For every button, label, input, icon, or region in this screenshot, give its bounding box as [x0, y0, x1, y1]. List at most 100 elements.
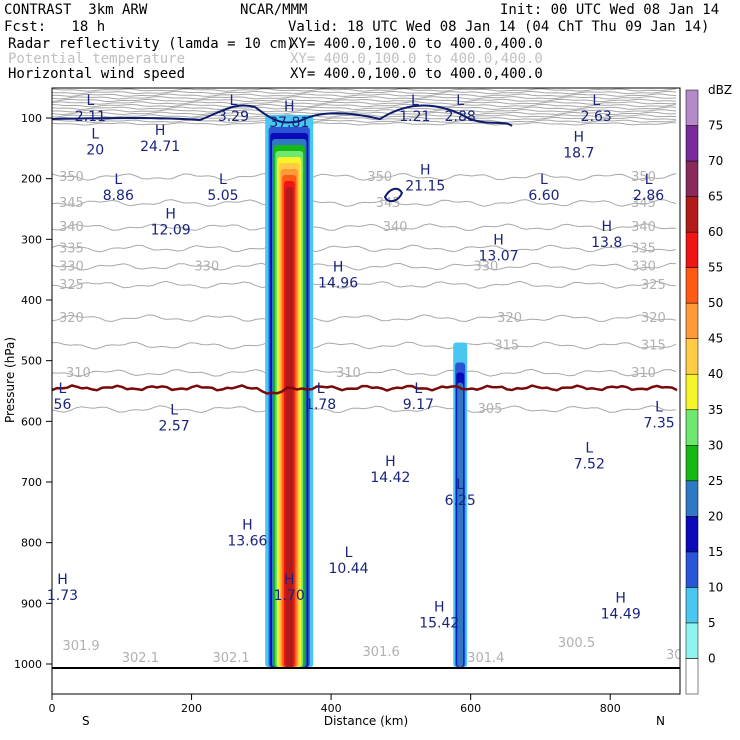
colorbar-level-label: 10 [708, 580, 723, 594]
theta-contour-340 [52, 223, 677, 232]
extremum-l: L9.17 [403, 381, 434, 413]
y-tick-label: 300 [21, 233, 42, 246]
theta-contour-305 [52, 405, 677, 414]
extremum-type: H [574, 129, 585, 145]
colorbar-swatch [685, 125, 699, 162]
extremum-type: L [170, 402, 178, 418]
extremum-value: 21.15 [405, 179, 445, 195]
extremum-type: L [585, 441, 593, 457]
extremum-value: 13.07 [479, 248, 519, 264]
theta-contours: 3503503503453453453453403403403353353303… [52, 88, 680, 666]
colorbar-level-label: 15 [708, 545, 723, 559]
extremum-l: L20 [86, 126, 104, 158]
extremum-value: 2.63 [581, 109, 612, 125]
extremum-value: 13.8 [591, 235, 622, 251]
extremum-value: 14.96 [318, 276, 358, 292]
colorbar-level-label: 25 [708, 474, 723, 488]
theta-label: 345 [59, 196, 84, 211]
colorbar-level-label: 40 [708, 367, 723, 381]
plot-frame [51, 87, 681, 695]
extremum-l: L1.21 [399, 93, 430, 125]
extremum-type: H [284, 572, 295, 588]
x-tick-label: 200 [181, 702, 202, 715]
extremum-type: L [345, 545, 353, 561]
theta-strato-line [52, 93, 677, 97]
extremum-l: L2.86 [633, 172, 664, 204]
extremum-l: L5.05 [207, 172, 238, 204]
extremum-h: H14.42 [370, 454, 410, 486]
extremum-value: 7.52 [574, 457, 605, 473]
extremum-h: H24.71 [140, 123, 180, 155]
extremum-l: L10.44 [329, 545, 369, 577]
theta-label: 325 [641, 278, 666, 293]
extremum-type: L [86, 93, 94, 109]
colorbar-level-label: 55 [708, 261, 723, 275]
colorbar-swatch [685, 622, 699, 659]
theta-contour-330 [52, 262, 677, 271]
reflectivity-band-60 [285, 187, 293, 668]
extremum-value: 9.17 [403, 397, 434, 413]
colorbar-level-label: 65 [708, 190, 723, 204]
colorbar-level-label: 45 [708, 332, 723, 346]
extremum-value: 24.71 [140, 139, 180, 155]
theta-label: 335 [631, 241, 656, 256]
extremum-value: 2.57 [159, 418, 190, 434]
extremum-value: 56 [54, 397, 72, 413]
extremum-type: L [59, 381, 67, 397]
extremum-h: H1.70 [274, 572, 305, 604]
extremum-h: H12.09 [151, 206, 191, 238]
theta-label: 330 [473, 260, 498, 275]
theta-label: 340 [59, 220, 84, 235]
extremum-type: H [385, 454, 396, 470]
extremum-l: L6.60 [528, 172, 559, 204]
x-tick-label: 800 [600, 702, 621, 715]
extremum-l: L2.57 [159, 402, 190, 434]
theta-label: 350 [59, 170, 84, 185]
extremum-value: 12.09 [151, 222, 191, 238]
extremum-type: L [645, 172, 653, 188]
theta-label: 305 [478, 402, 503, 417]
extremum-h: H18.7 [563, 129, 594, 161]
extremum-type: L [411, 93, 419, 109]
colorbar-swatch [685, 196, 699, 233]
wind-contour-closed [383, 187, 404, 203]
extremum-value: 2.88 [445, 109, 476, 125]
colorbar-level-label: 20 [708, 509, 723, 523]
extremum-type: L [540, 172, 548, 188]
extremum-value: 3.29 [218, 109, 249, 125]
extremum-value: 15.42 [419, 615, 459, 631]
extremum-type: L [91, 126, 99, 142]
colorbar-swatch [685, 338, 699, 375]
extremum-type: L [230, 93, 238, 109]
theta-label: 315 [641, 339, 666, 354]
extremum-l: L2.63 [581, 93, 612, 125]
extremum-value: 1.73 [47, 588, 78, 604]
field-wind-xy: XY= 400.0,100.0 to 400.0,400.0 [290, 66, 543, 82]
extremum-h: H13.07 [479, 232, 519, 264]
extremum-h: H13.8 [591, 219, 622, 251]
y-tick-label: 100 [21, 112, 42, 125]
extremum-value: 14.49 [601, 606, 641, 622]
theta-contour-335 [52, 244, 677, 253]
extremum-value: 14.42 [370, 470, 410, 486]
extremum-type: L [655, 399, 663, 415]
y-tick-label: 700 [21, 476, 42, 489]
theta-label: 340 [383, 220, 408, 235]
theta-contour-315 [52, 341, 677, 350]
extremum-value: 5.05 [207, 188, 238, 204]
theta-surface-label: 301.6 [363, 645, 400, 660]
extremum-type: L [414, 381, 422, 397]
colorbar: 0 5 10 15 20 25 30 35 40 45 50 55 60 65 70 75 [685, 89, 723, 695]
extremum-l: L2.11 [75, 93, 106, 125]
extremum-type: H [601, 219, 612, 235]
theta-label: 320 [641, 311, 666, 326]
colorbar-swatch [685, 516, 699, 553]
field-theta-xy: XY= 400.0,100.0 to 400.0,400.0 [290, 51, 543, 67]
theta-strato-line [52, 106, 677, 111]
colorbar-level-label: 50 [708, 296, 723, 310]
colorbar-swatch [685, 480, 699, 517]
y-tick-label: 1000 [14, 658, 42, 671]
colorbar-swatch [685, 89, 699, 126]
extremum-h: H14.96 [318, 260, 358, 292]
extremum-value: 1.21 [399, 109, 430, 125]
